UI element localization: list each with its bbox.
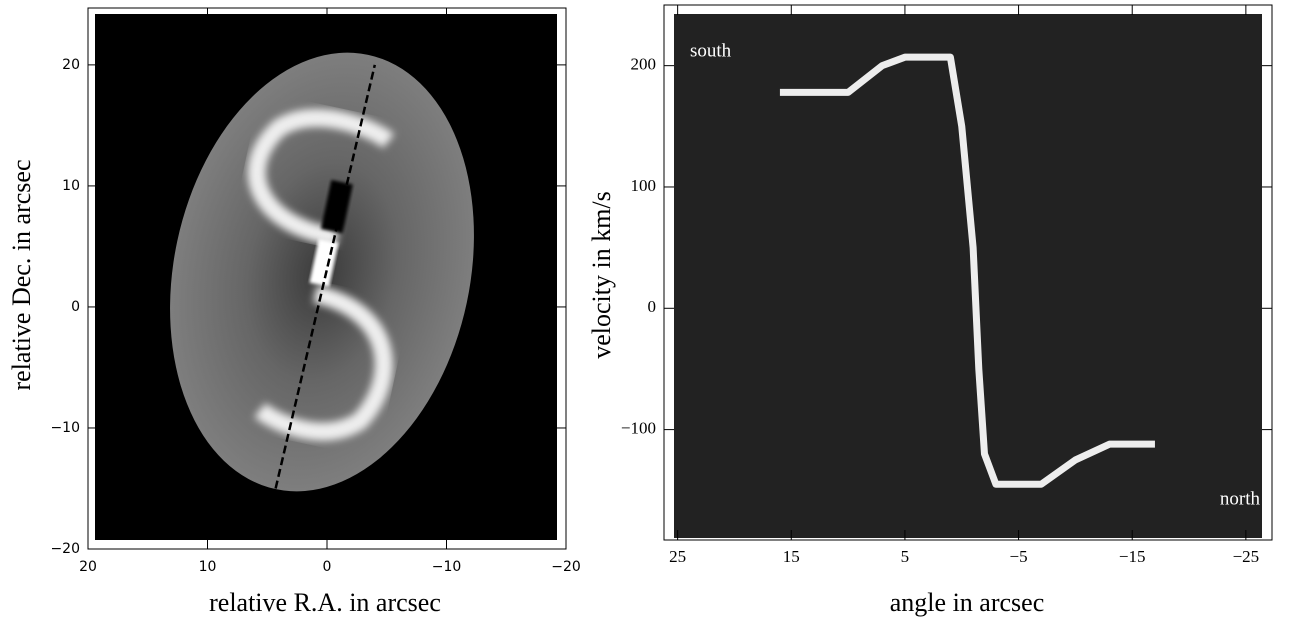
y-axis-label: velocity in km/s [587,191,616,359]
y-tick-label: 0 [648,297,657,316]
annotation: south [690,40,732,61]
x-tick-label: −20 [551,559,581,575]
y-tick-label: 0 [71,299,80,315]
y-tick-label: 100 [631,176,657,195]
x-tick-label: −5 [1010,547,1028,566]
y-axis-label: relative Dec. in arcsec [7,160,36,391]
x-tick-label: 10 [199,559,217,575]
image-background [674,14,1262,538]
y-tick-label: 20 [62,57,80,73]
x-axis-label: angle in arcsec [890,588,1044,617]
data-line [274,64,377,489]
data-line [779,53,1155,488]
plot-frame [663,4,1273,541]
galaxy-image [170,52,474,492]
x-tick-label: 25 [669,547,686,566]
x-tick-label: −10 [432,559,462,575]
x-tick-label: −15 [1119,547,1146,566]
y-tick-label: −100 [621,419,656,438]
y-tick-label: −10 [50,420,80,436]
y-tick-label: 10 [62,178,80,194]
y-tick-label: 200 [631,55,657,74]
x-tick-label: 5 [901,547,910,566]
x-tick-label: 15 [783,547,800,566]
y-tick-label: −20 [50,541,80,557]
annotation: north [1220,488,1261,509]
x-axis-label: relative R.A. in arcsec [209,588,441,617]
x-tick-label: 20 [79,559,97,575]
x-tick-label: 0 [323,559,332,575]
x-tick-label: −25 [1233,547,1260,566]
